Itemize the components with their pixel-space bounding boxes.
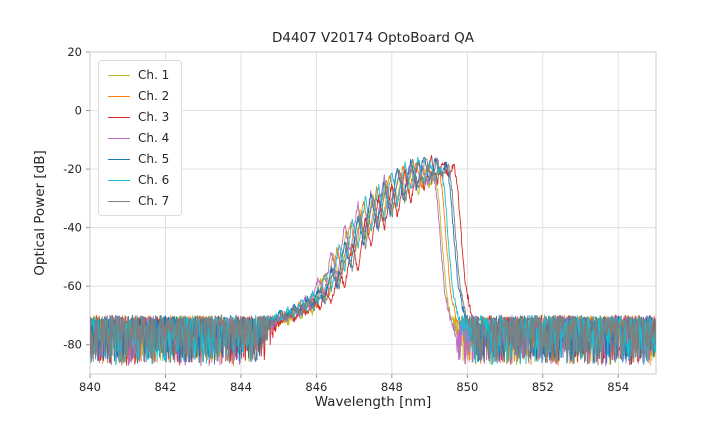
legend-label: Ch. 1 [138,68,170,82]
x-axis-label: Wavelength [nm] [314,394,432,410]
series-line-ch7 [90,157,656,366]
y-tick-label: 0 [75,104,82,118]
legend: Ch. 1 Ch. 2 Ch. 3 Ch. 4 Ch. 5 Ch. 6 Ch. 7 [98,60,183,216]
legend-item: Ch. 7 [108,194,169,208]
y-tick-label: -80 [63,338,82,352]
legend-item: Ch. 3 [108,110,169,124]
x-tick-label: 854 [607,380,629,394]
y-tick-label: -20 [63,162,82,176]
legend-swatch [108,179,130,181]
legend-swatch [108,74,130,76]
x-tick-label: 842 [154,380,176,394]
x-tick-label: 844 [230,380,252,394]
legend-label: Ch. 4 [138,131,170,145]
x-tick-label: 846 [305,380,327,394]
legend-item: Ch. 1 [108,68,169,82]
legend-label: Ch. 6 [138,173,170,187]
legend-swatch [108,200,130,202]
y-axis-label: Optical Power [dB] [32,150,48,276]
x-tick-label: 850 [456,380,478,394]
y-tick-label: 20 [67,45,82,59]
plot-border [89,51,657,375]
x-tick-label: 848 [381,380,403,394]
y-tick-label: -60 [63,279,82,293]
chart-title: D4407 V20174 OptoBoard QA [271,30,475,46]
y-tick-label: -40 [63,221,82,235]
legend-item: Ch. 5 [108,152,169,166]
legend-label: Ch. 2 [138,89,170,103]
legend-item: Ch. 4 [108,131,169,145]
legend-label: Ch. 3 [138,110,170,124]
legend-label: Ch. 5 [138,152,170,166]
x-tick-label: 840 [79,380,101,394]
legend-swatch [108,95,130,97]
legend-swatch [108,116,130,118]
legend-swatch [108,158,130,160]
x-tick-label: 852 [532,380,554,394]
legend-label: Ch. 7 [138,194,170,208]
legend-swatch [108,137,130,139]
legend-item: Ch. 6 [108,173,169,187]
legend-item: Ch. 2 [108,89,169,103]
